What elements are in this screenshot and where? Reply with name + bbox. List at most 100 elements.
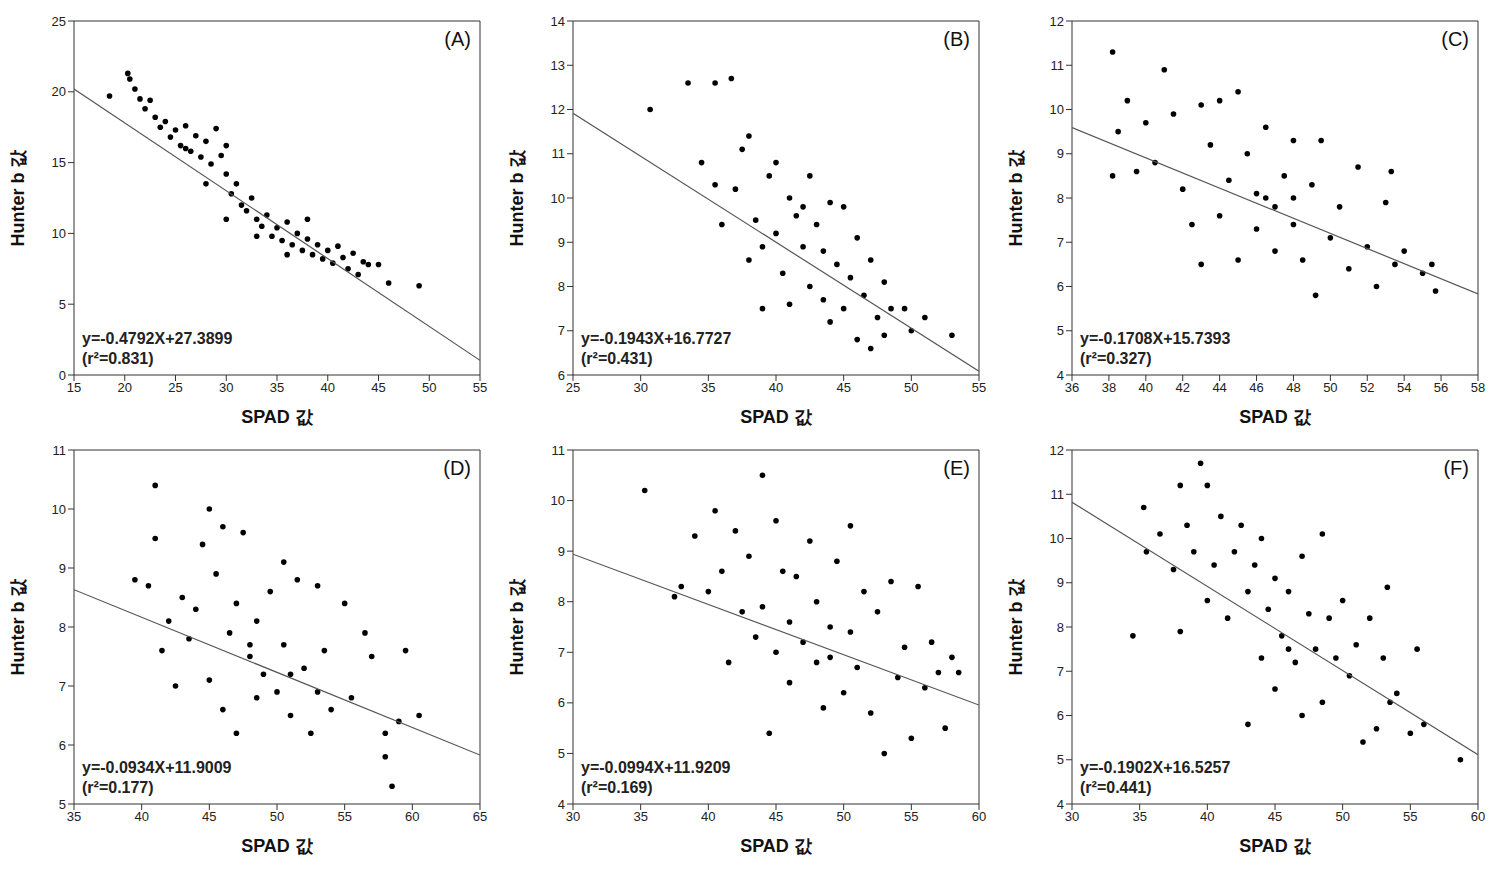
svg-text:50: 50 [270, 809, 284, 824]
svg-text:46: 46 [1249, 380, 1263, 395]
svg-text:10: 10 [551, 191, 565, 206]
svg-text:11: 11 [552, 146, 566, 161]
svg-text:55: 55 [473, 380, 487, 395]
svg-text:7: 7 [558, 645, 565, 660]
svg-text:SPAD 값: SPAD 값 [1239, 836, 1312, 856]
svg-text:40: 40 [701, 809, 715, 824]
svg-text:40: 40 [134, 809, 148, 824]
svg-text:5: 5 [1057, 752, 1064, 767]
svg-text:8: 8 [558, 279, 565, 294]
svg-text:50: 50 [1323, 380, 1337, 395]
svg-text:58: 58 [1471, 380, 1485, 395]
svg-text:30: 30 [219, 380, 233, 395]
svg-text:20: 20 [118, 380, 132, 395]
svg-text:45: 45 [769, 809, 783, 824]
svg-text:54: 54 [1397, 380, 1411, 395]
svg-text:0: 0 [59, 368, 66, 383]
svg-text:20: 20 [52, 84, 66, 99]
svg-text:10: 10 [52, 226, 66, 241]
svg-text:40: 40 [1139, 380, 1153, 395]
svg-text:35: 35 [67, 809, 81, 824]
svg-text:55: 55 [1403, 809, 1417, 824]
svg-text:5: 5 [558, 746, 565, 761]
svg-text:11: 11 [1051, 487, 1065, 502]
svg-text:5: 5 [59, 297, 66, 312]
svg-text:55: 55 [337, 809, 351, 824]
svg-text:8: 8 [1057, 191, 1064, 206]
svg-text:15: 15 [67, 380, 81, 395]
svg-text:4: 4 [1057, 797, 1064, 812]
svg-text:SPAD 값: SPAD 값 [241, 407, 314, 427]
svg-text:11: 11 [552, 443, 566, 458]
svg-text:9: 9 [558, 544, 565, 559]
svg-text:9: 9 [59, 561, 66, 576]
svg-text:35: 35 [633, 809, 647, 824]
svg-text:45: 45 [202, 809, 216, 824]
svg-text:6: 6 [1057, 708, 1064, 723]
svg-text:65: 65 [473, 809, 487, 824]
svg-text:12: 12 [1050, 14, 1064, 29]
svg-text:SPAD 값: SPAD 값 [1239, 407, 1312, 427]
svg-text:42: 42 [1175, 380, 1189, 395]
svg-text:5: 5 [1057, 323, 1064, 338]
svg-text:6: 6 [558, 695, 565, 710]
svg-text:12: 12 [1050, 443, 1064, 458]
svg-text:15: 15 [52, 155, 66, 170]
svg-text:9: 9 [1057, 575, 1064, 590]
svg-text:25: 25 [52, 14, 66, 29]
svg-text:Hunter b 값: Hunter b 값 [1006, 578, 1026, 676]
svg-text:45: 45 [371, 380, 385, 395]
svg-text:SPAD 값: SPAD 값 [740, 407, 813, 427]
svg-text:Hunter b 값: Hunter b 값 [8, 578, 28, 676]
svg-text:60: 60 [1471, 809, 1485, 824]
svg-text:45: 45 [1268, 809, 1282, 824]
svg-text:50: 50 [836, 809, 850, 824]
svg-text:6: 6 [59, 738, 66, 753]
svg-text:40: 40 [1200, 809, 1214, 824]
svg-text:60: 60 [972, 809, 986, 824]
svg-text:9: 9 [558, 235, 565, 250]
svg-text:14: 14 [551, 14, 565, 29]
svg-text:Hunter b 값: Hunter b 값 [1006, 149, 1026, 247]
svg-text:55: 55 [972, 380, 986, 395]
svg-text:10: 10 [1050, 102, 1064, 117]
svg-text:4: 4 [558, 797, 565, 812]
svg-text:4: 4 [1057, 368, 1064, 383]
svg-text:6: 6 [558, 368, 565, 383]
svg-text:35: 35 [1132, 809, 1146, 824]
svg-text:55: 55 [904, 809, 918, 824]
svg-text:52: 52 [1360, 380, 1374, 395]
svg-text:7: 7 [1057, 235, 1064, 250]
svg-text:SPAD 값: SPAD 값 [241, 836, 314, 856]
svg-text:50: 50 [422, 380, 436, 395]
svg-text:56: 56 [1434, 380, 1448, 395]
svg-text:25: 25 [168, 380, 182, 395]
svg-text:45: 45 [836, 380, 850, 395]
svg-text:9: 9 [1057, 146, 1064, 161]
svg-text:8: 8 [1057, 620, 1064, 635]
svg-text:5: 5 [59, 797, 66, 812]
svg-text:7: 7 [59, 679, 66, 694]
svg-text:10: 10 [52, 502, 66, 517]
svg-text:44: 44 [1212, 380, 1226, 395]
svg-text:30: 30 [1065, 809, 1079, 824]
svg-text:Hunter b 값: Hunter b 값 [507, 578, 527, 676]
svg-text:35: 35 [701, 380, 715, 395]
svg-text:10: 10 [1050, 531, 1064, 546]
svg-text:40: 40 [769, 380, 783, 395]
svg-text:12: 12 [551, 102, 565, 117]
svg-text:11: 11 [53, 443, 67, 458]
svg-text:7: 7 [1057, 664, 1064, 679]
svg-text:10: 10 [551, 493, 565, 508]
svg-text:36: 36 [1065, 380, 1079, 395]
svg-text:11: 11 [1051, 58, 1065, 73]
svg-text:50: 50 [904, 380, 918, 395]
svg-text:8: 8 [59, 620, 66, 635]
svg-text:13: 13 [551, 58, 565, 73]
svg-text:50: 50 [1335, 809, 1349, 824]
svg-text:30: 30 [566, 809, 580, 824]
svg-text:48: 48 [1286, 380, 1300, 395]
svg-text:8: 8 [558, 594, 565, 609]
svg-text:40: 40 [321, 380, 335, 395]
svg-text:38: 38 [1102, 380, 1116, 395]
